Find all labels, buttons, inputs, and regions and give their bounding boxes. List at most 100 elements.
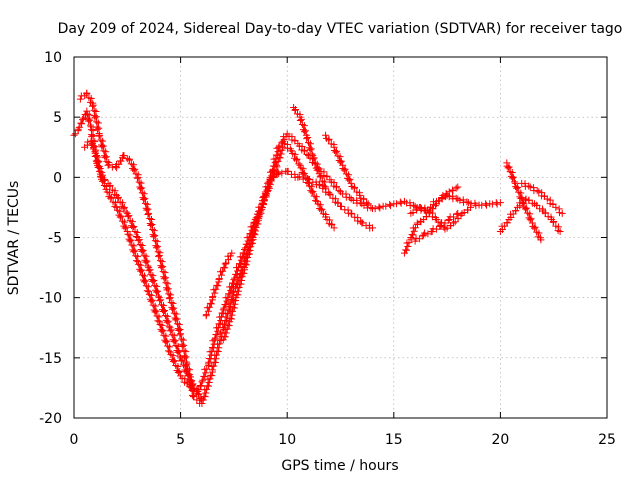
data-point (122, 208, 130, 216)
data-point (212, 355, 220, 363)
data-point (221, 260, 229, 268)
data-point (176, 331, 184, 339)
data-point (155, 292, 163, 300)
data-point (175, 321, 183, 329)
data-point (404, 242, 412, 250)
data-point (188, 381, 196, 389)
data-point (368, 224, 376, 232)
data-point (308, 150, 316, 158)
data-point (428, 213, 436, 221)
data-point (148, 215, 156, 223)
data-point (472, 202, 480, 210)
y-tick-label: -15 (39, 351, 62, 367)
data-point (467, 203, 475, 211)
data-point (445, 188, 453, 196)
data-point (235, 284, 243, 292)
data-point (164, 317, 172, 325)
data-point (132, 233, 140, 241)
data-point (151, 308, 159, 316)
data-point (541, 209, 549, 217)
data-point (255, 213, 263, 221)
data-point (514, 183, 522, 191)
data-point (170, 304, 178, 312)
data-point (126, 231, 134, 239)
data-point (175, 368, 183, 376)
data-point (252, 223, 260, 231)
data-point (172, 316, 180, 324)
data-point (537, 236, 545, 244)
data-point (93, 156, 101, 164)
data-point (229, 307, 237, 315)
series-14 (503, 159, 545, 244)
data-point (224, 321, 232, 329)
data-point (183, 367, 191, 375)
data-point (193, 385, 201, 393)
data-point (212, 331, 220, 339)
data-point (88, 133, 96, 141)
data-point (504, 164, 512, 172)
data-point (134, 173, 142, 181)
tick-labels: 0 5 10 15 20 25 -20 -15 -10 -5 0 5 10 (39, 50, 616, 448)
data-point (226, 303, 234, 311)
data-point (173, 315, 181, 323)
data-point (137, 179, 145, 187)
data-point (86, 116, 94, 124)
data-point (157, 296, 165, 304)
data-point (375, 203, 383, 211)
x-tick-label: 20 (491, 432, 509, 448)
data-point (117, 212, 125, 220)
data-point (124, 213, 132, 221)
data-point (325, 136, 333, 144)
data-point (209, 366, 217, 374)
data-point (147, 222, 155, 230)
data-point (278, 146, 286, 154)
data-point (317, 206, 325, 214)
data-point (139, 246, 147, 254)
data-point (239, 249, 247, 257)
data-point (552, 203, 560, 211)
data-point (106, 182, 114, 190)
data-point (250, 230, 258, 238)
data-point (260, 197, 268, 205)
data-point (173, 320, 181, 328)
data-point (149, 226, 157, 234)
y-tick-label: 5 (53, 110, 62, 126)
data-point (138, 266, 146, 274)
data-point (204, 307, 212, 315)
data-point (526, 183, 534, 191)
data-point (243, 257, 251, 265)
data-point (116, 213, 124, 221)
data-point (102, 148, 110, 156)
x-tick-label: 25 (598, 432, 616, 448)
data-point (91, 152, 99, 160)
data-point (102, 153, 110, 161)
data-point (279, 143, 287, 151)
data-point (261, 193, 269, 201)
series-8 (290, 104, 330, 191)
data-point (356, 191, 364, 199)
data-point (175, 347, 183, 355)
series-5 (219, 170, 283, 344)
data-point (330, 224, 338, 232)
data-point (229, 304, 237, 312)
data-point (133, 174, 141, 182)
data-point (177, 330, 185, 338)
data-point (335, 187, 343, 195)
data-point (413, 219, 421, 227)
data-point (161, 269, 169, 277)
y-axis-label: SDTVAR / TECUs (6, 181, 22, 296)
data-point (376, 204, 384, 212)
y-tick-label: -5 (48, 231, 62, 247)
data-point (151, 302, 159, 310)
data-point (244, 250, 252, 258)
data-point (95, 162, 103, 170)
data-point (165, 347, 173, 355)
data-point (93, 151, 101, 159)
data-point (322, 183, 330, 191)
data-point (150, 233, 158, 241)
data-point (174, 363, 182, 371)
data-point (387, 202, 395, 210)
data-point (332, 148, 340, 156)
data-point (549, 201, 557, 209)
